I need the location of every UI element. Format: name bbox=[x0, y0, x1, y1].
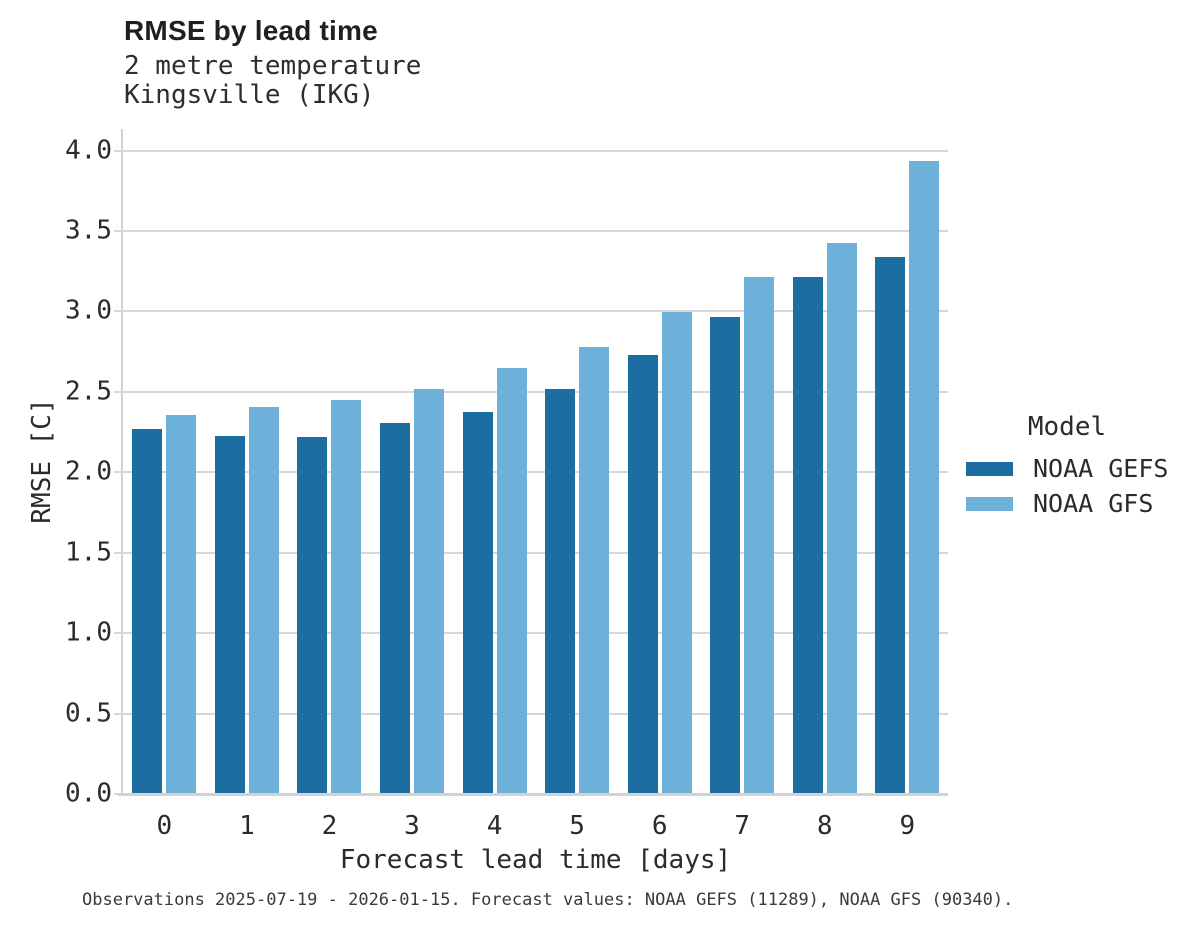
x-tick-label-1: 1 bbox=[239, 811, 255, 841]
y-tick-label-1.5: 1.5 bbox=[65, 537, 112, 568]
bar-noaa-gefs-lead-0 bbox=[132, 429, 163, 793]
subtitle-line-2: Kingsville (IKG) bbox=[124, 80, 375, 110]
y-tick-3.0 bbox=[114, 310, 123, 313]
bar-noaa-gefs-lead-2 bbox=[297, 437, 328, 793]
footnote: Observations 2025-07-19 - 2026-01-15. Fo… bbox=[82, 890, 1014, 910]
bar-noaa-gefs-lead-1 bbox=[214, 435, 245, 793]
gridline-y-2.5 bbox=[123, 390, 948, 393]
bar-noaa-gfs-lead-4 bbox=[496, 368, 527, 793]
chart-title: RMSE by lead time bbox=[124, 15, 378, 46]
bar-noaa-gefs-lead-3 bbox=[380, 423, 410, 793]
bar-noaa-gefs-lead-8 bbox=[792, 276, 823, 793]
y-tick-label-2.0: 2.0 bbox=[65, 456, 112, 487]
x-axis-title: Forecast lead time [days] bbox=[339, 845, 732, 875]
legend-item-noaa-gfs: NOAA GFS bbox=[966, 486, 1186, 521]
y-tick-label-4.0: 4.0 bbox=[65, 134, 112, 165]
y-tick-label-3.0: 3.0 bbox=[65, 295, 112, 326]
x-tick-label-9: 9 bbox=[899, 811, 916, 841]
chart-subtitle: 2 metre temperature Kingsville (IKG) bbox=[124, 52, 421, 110]
y-tick-3.5 bbox=[114, 229, 123, 232]
y-tick-label-0.0: 0.0 bbox=[65, 778, 112, 809]
legend-items: NOAA GEFS NOAA GFS bbox=[966, 451, 1186, 521]
bar-noaa-gefs-lead-4 bbox=[462, 411, 493, 793]
gridline-y-1.0 bbox=[123, 632, 948, 635]
gridline-y-4.0 bbox=[123, 149, 948, 152]
y-tick-1.0 bbox=[114, 632, 123, 635]
legend-label: NOAA GEFS bbox=[1033, 454, 1169, 483]
y-tick-label-0.5: 0.5 bbox=[65, 697, 112, 728]
bar-noaa-gefs-lead-9 bbox=[875, 257, 906, 793]
gridline-y-1.5 bbox=[123, 551, 948, 554]
bar-noaa-gfs-lead-5 bbox=[579, 347, 610, 793]
legend-label: NOAA GFS bbox=[1033, 489, 1154, 518]
y-tick-label-1.0: 1.0 bbox=[65, 617, 112, 648]
bar-noaa-gefs-lead-6 bbox=[627, 355, 658, 793]
legend-swatch-icon bbox=[966, 496, 1013, 511]
bar-noaa-gefs-lead-7 bbox=[710, 316, 741, 793]
y-tick-label-3.5: 3.5 bbox=[65, 215, 112, 246]
y-tick-0.5 bbox=[114, 712, 123, 715]
y-axis-tick-labels: 0.0 0.5 1.0 1.5 2.0 2.5 3.0 3.5 4.0 bbox=[40, 129, 112, 809]
x-tick-label-6: 6 bbox=[651, 811, 668, 841]
y-tick-2.5 bbox=[114, 390, 123, 393]
x-axis-spine bbox=[118, 793, 948, 796]
bar-noaa-gfs-lead-1 bbox=[248, 406, 279, 793]
bar-noaa-gfs-lead-9 bbox=[909, 160, 940, 793]
x-tick-label-2: 2 bbox=[321, 811, 338, 841]
y-axis-spine bbox=[121, 129, 123, 794]
legend-item-noaa-gefs: NOAA GEFS bbox=[966, 451, 1186, 486]
y-tick-2.0 bbox=[114, 471, 123, 474]
x-tick-label-4: 4 bbox=[486, 811, 503, 841]
bar-noaa-gfs-lead-2 bbox=[331, 400, 362, 793]
plot-area bbox=[114, 129, 948, 796]
bar-noaa-gfs-lead-3 bbox=[414, 389, 444, 793]
x-axis-tick-labels: 0 1 2 3 4 5 6 7 8 9 bbox=[123, 811, 948, 843]
bar-noaa-gfs-lead-0 bbox=[166, 414, 197, 793]
gridline-y-3.5 bbox=[123, 229, 948, 232]
gridline-y-0.5 bbox=[123, 712, 948, 715]
gridline-y-2.0 bbox=[123, 471, 948, 474]
legend-title: Model bbox=[1027, 412, 1107, 442]
bar-noaa-gefs-lead-5 bbox=[545, 389, 576, 793]
bar-noaa-gfs-lead-6 bbox=[661, 311, 692, 793]
legend: Model NOAA GEFS NOAA GFS bbox=[966, 412, 1186, 521]
bar-noaa-gfs-lead-7 bbox=[744, 276, 775, 793]
y-tick-label-2.5: 2.5 bbox=[65, 376, 112, 407]
y-tick-4.0 bbox=[114, 149, 123, 152]
bar-noaa-gfs-lead-8 bbox=[826, 242, 857, 793]
x-tick-label-0: 0 bbox=[156, 811, 173, 841]
legend-swatch-icon bbox=[966, 461, 1013, 476]
x-tick-label-7: 7 bbox=[734, 811, 751, 841]
gridline-y-3.0 bbox=[123, 310, 948, 313]
subtitle-line-1: 2 metre temperature bbox=[124, 51, 422, 81]
x-tick-label-8: 8 bbox=[816, 811, 833, 841]
x-tick-label-3: 3 bbox=[404, 811, 420, 841]
x-tick-label-5: 5 bbox=[569, 811, 585, 841]
y-tick-1.5 bbox=[114, 551, 123, 554]
